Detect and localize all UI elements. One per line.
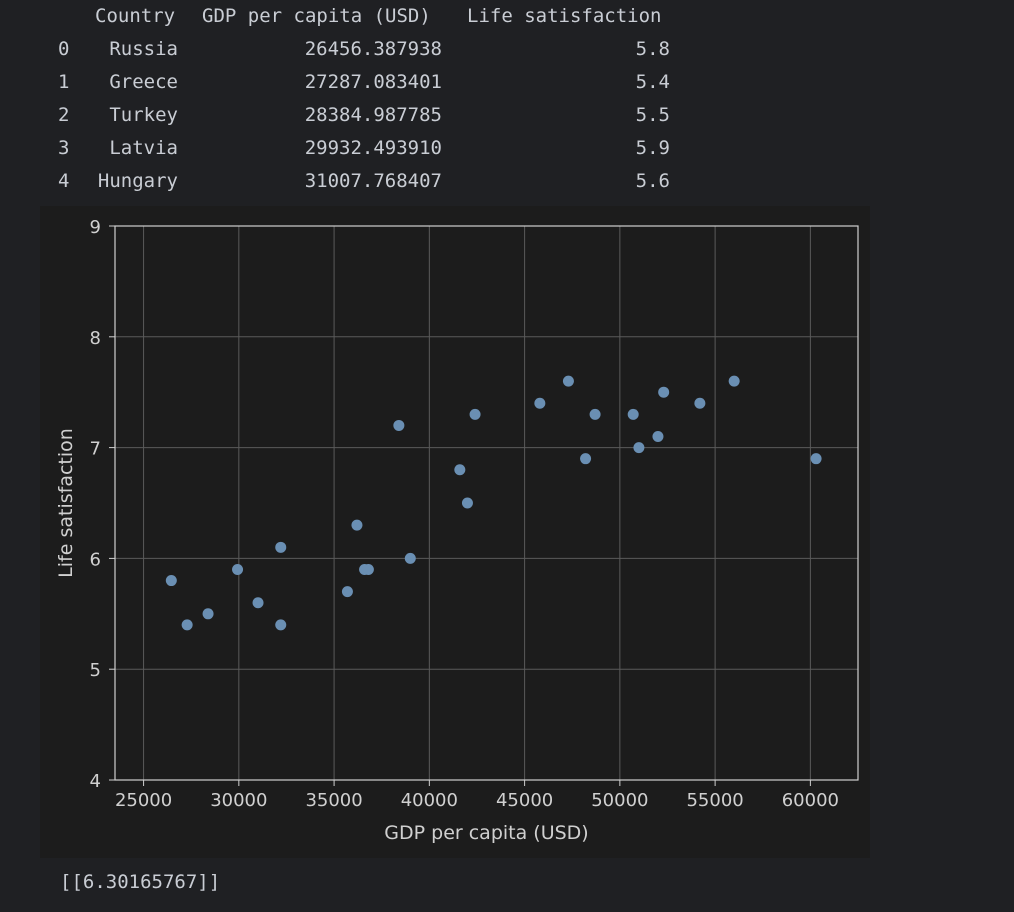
column-header-life-satisfaction: Life satisfaction xyxy=(467,5,662,27)
data-point xyxy=(694,397,706,409)
y-tick-label: 5 xyxy=(90,660,101,681)
plot-frame xyxy=(114,225,859,781)
x-tick-label: 55000 xyxy=(686,790,743,811)
column-header-country: Country xyxy=(95,5,176,27)
row-life-satisfaction: 5.8 xyxy=(635,38,670,60)
data-point xyxy=(534,397,546,409)
x-tick-label: 45000 xyxy=(496,790,553,811)
x-tick-label: 30000 xyxy=(210,790,267,811)
y-tick-label: 8 xyxy=(90,328,101,349)
data-point xyxy=(202,608,214,620)
y-tick-label: 4 xyxy=(90,771,101,792)
y-tick-label: 6 xyxy=(90,549,101,570)
data-point xyxy=(232,563,244,575)
data-point xyxy=(461,497,473,509)
data-point xyxy=(589,408,601,420)
data-point xyxy=(627,408,639,420)
data-point xyxy=(351,519,363,531)
data-point xyxy=(652,431,664,443)
y-axis-label: Life satisfaction xyxy=(55,428,77,578)
row-gdp: 27287.083401 xyxy=(304,71,442,93)
data-point xyxy=(658,386,670,398)
dataframe-output: Country GDP per capita (USD) Life satisf… xyxy=(0,0,1014,200)
x-tick-label: 50000 xyxy=(591,790,648,811)
row-index: 0 xyxy=(58,38,70,60)
data-point xyxy=(469,408,481,420)
row-index: 4 xyxy=(58,170,70,192)
data-point xyxy=(252,597,264,609)
row-country: Hungary xyxy=(97,170,178,192)
data-point xyxy=(404,552,416,564)
row-country: Turkey xyxy=(109,104,178,126)
row-gdp: 31007.768407 xyxy=(304,170,442,192)
plot-area xyxy=(115,226,858,780)
row-index: 3 xyxy=(58,137,70,159)
x-tick-label: 60000 xyxy=(782,790,839,811)
data-point xyxy=(633,442,645,454)
x-tick-label: 25000 xyxy=(115,790,172,811)
row-index: 2 xyxy=(58,104,70,126)
x-tick-label: 35000 xyxy=(305,790,362,811)
data-point xyxy=(580,453,592,465)
data-point xyxy=(181,619,193,631)
data-point xyxy=(454,464,466,476)
data-point xyxy=(165,575,177,587)
row-life-satisfaction: 5.5 xyxy=(635,104,670,126)
y-tick-label: 7 xyxy=(90,439,101,460)
result-output: [[6.30165767]] xyxy=(60,871,221,893)
scatter-chart: 25000 30000 35000 40000 45000 50000 55000 60000… xyxy=(55,217,859,844)
row-gdp: 26456.387938 xyxy=(304,38,442,60)
row-gdp: 28384.987785 xyxy=(304,104,442,126)
y-tick-label: 9 xyxy=(90,217,101,238)
row-country: Latvia xyxy=(109,137,178,159)
row-gdp: 29932.493910 xyxy=(304,137,442,159)
row-life-satisfaction: 5.6 xyxy=(635,170,670,192)
data-point xyxy=(341,586,353,598)
data-point xyxy=(728,375,740,387)
data-point xyxy=(393,419,405,431)
data-point xyxy=(362,563,374,575)
x-tick-label: 40000 xyxy=(401,790,458,811)
data-point xyxy=(562,375,574,387)
x-axis-label: GDP per capita (USD) xyxy=(384,822,588,844)
row-life-satisfaction: 5.9 xyxy=(635,137,670,159)
data-point xyxy=(810,453,822,465)
column-header-gdp: GDP per capita (USD) xyxy=(202,5,431,27)
row-country: Greece xyxy=(109,71,178,93)
row-index: 1 xyxy=(58,71,70,93)
row-life-satisfaction: 5.4 xyxy=(635,71,670,93)
row-country: Russia xyxy=(109,38,178,60)
data-point xyxy=(275,619,287,631)
data-point xyxy=(275,541,287,553)
scatter-plot-output: 25000 30000 35000 40000 45000 50000 55000 60000… xyxy=(40,206,870,858)
